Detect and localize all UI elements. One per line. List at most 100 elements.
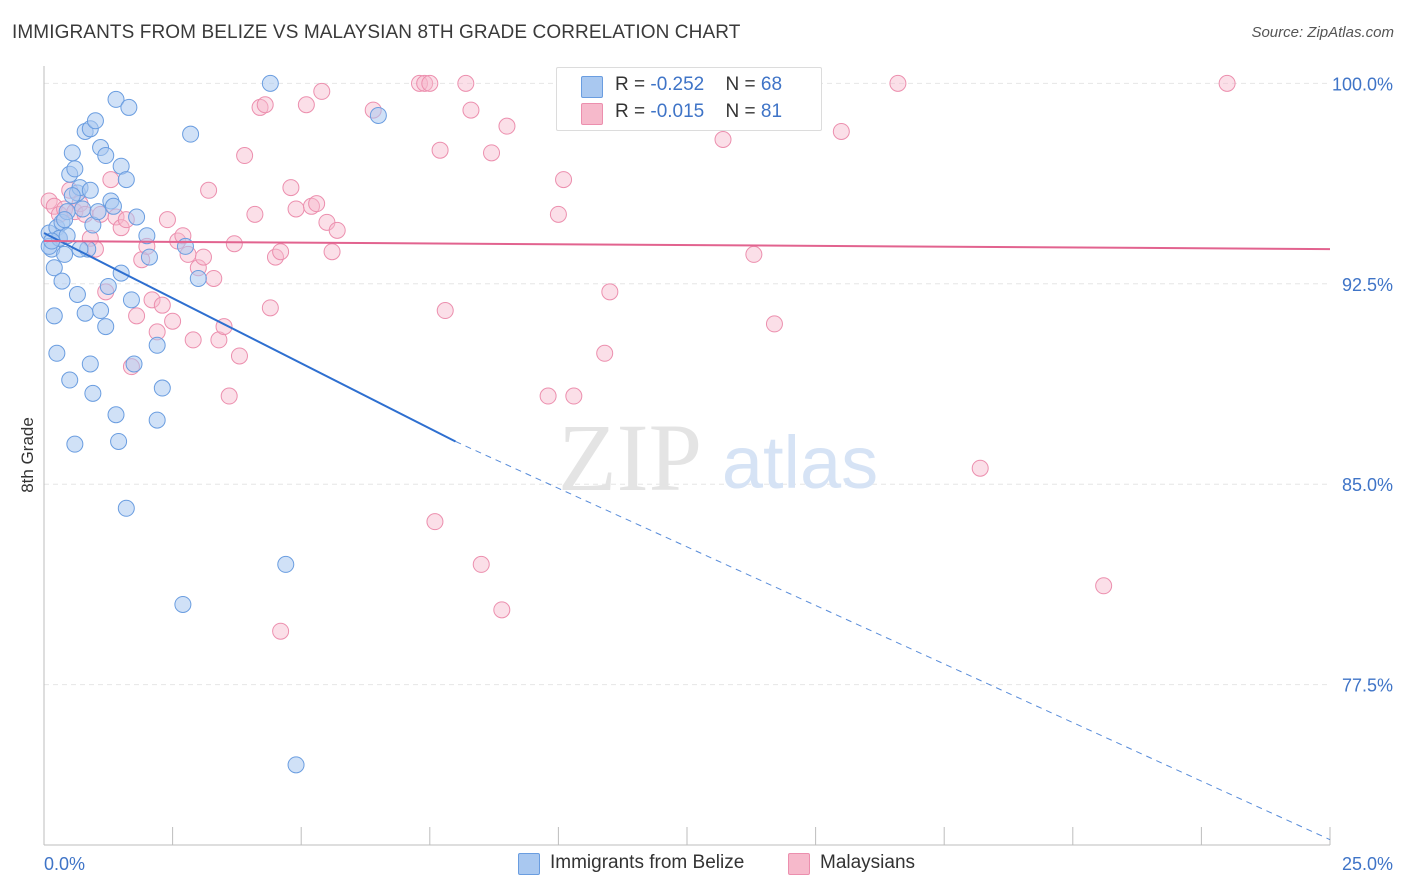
belize-point <box>74 200 92 218</box>
belize-trendline <box>43 232 456 443</box>
malaysians-legend-label: Malaysians <box>820 852 916 873</box>
malaysians-point <box>210 331 228 349</box>
malaysians-point <box>251 98 269 116</box>
trendlines <box>43 232 1331 841</box>
belize-point <box>261 74 279 92</box>
malaysians-legend-swatch <box>788 853 810 875</box>
belize-point <box>125 355 143 373</box>
malaysians-point <box>483 144 501 162</box>
malaysians-point <box>1218 74 1236 92</box>
belize-point <box>45 259 63 277</box>
belize-point <box>128 208 146 226</box>
malaysians-points <box>40 74 1236 640</box>
belize-r-label: R = <box>615 74 651 95</box>
belize-point <box>84 384 102 402</box>
belize-point <box>138 227 156 245</box>
belize-point <box>45 307 63 325</box>
malaysians-r-value: -0.015 <box>650 101 705 122</box>
belize-point <box>176 237 194 255</box>
belize-point <box>92 302 110 320</box>
y-tick-label: 77.5% <box>1342 676 1393 696</box>
malaysians-point <box>287 200 305 218</box>
malaysians-point <box>889 74 907 92</box>
malaysians-point <box>308 195 326 213</box>
belize-point <box>48 344 66 362</box>
malaysians-point <box>128 307 146 325</box>
malaysians-point <box>194 248 212 266</box>
belize-swatch <box>581 76 603 98</box>
malaysians-point <box>256 96 274 114</box>
belize-point <box>97 318 115 336</box>
belize-point <box>122 291 140 309</box>
malaysians-point <box>601 283 619 301</box>
belize-point <box>56 245 74 263</box>
belize-n-label: N = <box>725 74 761 95</box>
malaysians-point <box>426 513 444 531</box>
belize-point <box>86 112 104 130</box>
x-tick-label: 0.0% <box>44 854 85 874</box>
source-label: Source: ZipAtlas.com <box>1251 24 1394 41</box>
malaysians-point <box>416 74 434 92</box>
malaysians-point <box>462 101 480 119</box>
belize-point <box>369 106 387 124</box>
belize-point <box>56 211 74 229</box>
belize-point <box>148 411 166 429</box>
watermark-atlas: atlas <box>722 421 878 504</box>
belize-points <box>40 74 387 774</box>
malaysians-point <box>411 74 429 92</box>
malaysians-point <box>102 171 120 189</box>
belize-point <box>148 336 166 354</box>
malaysians-point <box>539 387 557 405</box>
malaysians-r-label: R = <box>615 101 651 122</box>
watermark: ZIP atlas <box>558 404 878 511</box>
malaysians-point <box>153 296 171 314</box>
belize-point <box>182 125 200 143</box>
watermark-zip: ZIP <box>558 404 702 511</box>
malaysians-point <box>971 459 989 477</box>
malaysians-point <box>225 235 243 253</box>
belize-point <box>53 272 71 290</box>
malaysians-point <box>472 555 490 573</box>
malaysians-point <box>158 211 176 229</box>
malaysians-point <box>282 179 300 197</box>
gridlines <box>44 82 1330 686</box>
malaysians-point <box>302 197 320 215</box>
malaysians-swatch <box>581 103 603 125</box>
malaysians-trendline <box>43 240 1331 251</box>
malaysians-point <box>236 147 254 165</box>
stats-legend: R = -0.252 N = 68 R = -0.015 N = 81 <box>556 67 822 131</box>
malaysians-point <box>493 601 511 619</box>
malaysians-point <box>297 96 315 114</box>
chart-title: IMMIGRANTS FROM BELIZE VS MALAYSIAN 8TH … <box>12 22 741 43</box>
belize-point <box>117 171 135 189</box>
belize-point <box>68 285 86 303</box>
malaysians-point <box>1095 577 1113 595</box>
belize-point <box>63 187 81 205</box>
y-tick-label: 85.0% <box>1342 475 1393 495</box>
belize-trendline-extension <box>455 441 1331 841</box>
belize-point <box>117 499 135 517</box>
belize-point <box>76 304 94 322</box>
malaysians-point <box>765 315 783 333</box>
y-tick-label: 100.0% <box>1332 74 1393 94</box>
y-axis-label: 8th Grade <box>18 417 37 493</box>
malaysians-point <box>266 248 284 266</box>
belize-point <box>66 160 84 178</box>
belize-point <box>174 595 192 613</box>
belize-point <box>140 248 158 266</box>
malaysians-point <box>549 205 567 223</box>
belize-point <box>277 555 295 573</box>
y-tick-label: 92.5% <box>1342 275 1393 295</box>
belize-point <box>99 277 117 295</box>
belize-point <box>107 90 125 108</box>
malaysians-point <box>112 219 130 237</box>
malaysians-point <box>200 181 218 199</box>
malaysians-point <box>220 387 238 405</box>
malaysians-point <box>565 387 583 405</box>
belize-point <box>287 756 305 774</box>
malaysians-point <box>457 74 475 92</box>
malaysians-point <box>246 205 264 223</box>
malaysians-point <box>714 130 732 148</box>
belize-point <box>61 371 79 389</box>
malaysians-point <box>272 622 290 640</box>
